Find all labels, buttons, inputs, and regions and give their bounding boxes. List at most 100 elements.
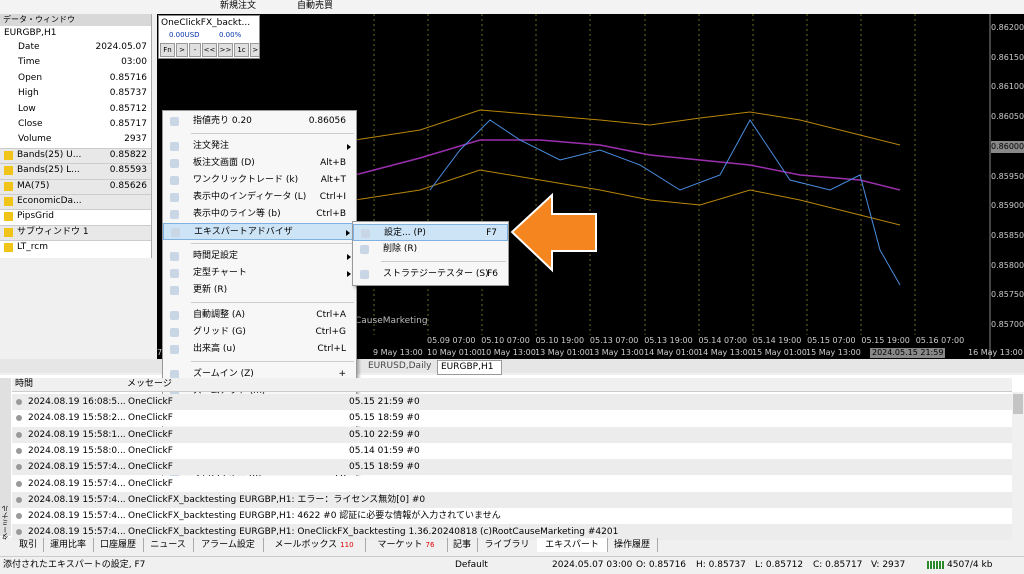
menu-item[interactable]: 定型チャート bbox=[163, 265, 356, 282]
tab-label: ライブラリ bbox=[484, 540, 530, 550]
menu-icon bbox=[360, 270, 369, 279]
terminal-tab[interactable]: エキスパート bbox=[537, 538, 608, 552]
terminal-tab[interactable]: アラーム設定 bbox=[193, 538, 264, 552]
terminal-tab[interactable]: 取引 bbox=[13, 538, 44, 552]
menu-item[interactable]: 出来高 (u) Ctrl+L bbox=[163, 341, 356, 358]
terminal-tab[interactable]: メールボックス 110 bbox=[263, 538, 366, 552]
menu-item[interactable]: ワンクリックトレード (k) Alt+T bbox=[163, 172, 356, 189]
log-time: 2024.08.19 16:08:5... bbox=[28, 397, 126, 407]
menu-label: 表示中のインディケータ (L) bbox=[193, 192, 307, 202]
time-label: 10 May 01:00 bbox=[427, 348, 482, 357]
panel-button[interactable]: >> bbox=[218, 43, 233, 57]
panel-button[interactable]: << bbox=[202, 43, 217, 57]
toolbar-button[interactable]: 自動売買 bbox=[297, 1, 334, 11]
menu-item[interactable]: 時間足設定 bbox=[163, 248, 356, 265]
log-row bbox=[12, 442, 1012, 459]
log-row bbox=[12, 410, 1012, 427]
menu-label: エキスパートアドバイザ bbox=[194, 227, 293, 237]
time-label: 05.15 07:00 bbox=[807, 336, 856, 345]
panel-button[interactable]: Fn bbox=[160, 43, 175, 57]
menu-item[interactable]: 削除 (R) bbox=[353, 241, 508, 258]
menu-item[interactable]: 表示中のインディケータ (L) Ctrl+I bbox=[163, 189, 356, 206]
menu-item[interactable]: ズームイン (Z) + bbox=[163, 366, 356, 383]
menu-label: 出来高 (u) bbox=[193, 344, 236, 354]
log-row bbox=[12, 475, 1012, 492]
menu-item[interactable]: グリッド (G) Ctrl+G bbox=[163, 324, 356, 341]
panel-button[interactable]: >1 bbox=[250, 43, 259, 57]
log-icon bbox=[16, 447, 22, 454]
field-name: Volume bbox=[18, 134, 52, 145]
price-label: 0.86150 bbox=[991, 52, 1024, 62]
status-field: 2024.05.07 03:00 bbox=[552, 560, 633, 570]
object-icon bbox=[4, 212, 13, 222]
panel-button[interactable]: 1c bbox=[234, 43, 249, 57]
indicator-name: MA(75) bbox=[17, 180, 50, 191]
chart-tab[interactable]: EURGBP,H1 bbox=[437, 360, 502, 375]
price-label: 0.85700 bbox=[991, 320, 1024, 329]
menu-icon bbox=[170, 210, 179, 219]
panel-button[interactable]: > bbox=[176, 43, 188, 57]
log-time: 2024.08.19 15:57:4... bbox=[28, 527, 126, 538]
menu-label: 板注文画面 (D) bbox=[193, 158, 255, 168]
toolbar-button[interactable]: 新規注文 bbox=[220, 1, 257, 11]
tab-count: 76 bbox=[425, 541, 435, 549]
log-message-tail: 05.14 01:59 #0 bbox=[349, 445, 420, 456]
tab-label: 運用比率 bbox=[49, 540, 86, 550]
status-field: O: 0.85716 bbox=[636, 560, 687, 570]
indicator-value: 0.85626 bbox=[109, 180, 147, 191]
menu-item[interactable]: 更新 (R) bbox=[163, 282, 356, 299]
status-field: H: 0.85737 bbox=[696, 560, 746, 570]
indicator-icon bbox=[4, 166, 13, 176]
terminal-tab[interactable]: マーケット 76 bbox=[365, 538, 448, 552]
terminal-tab[interactable]: ニュース bbox=[143, 538, 194, 552]
menu-icon bbox=[170, 286, 179, 295]
panel-title: データ・ウィンドウ bbox=[0, 14, 151, 26]
log-icon bbox=[16, 529, 22, 536]
indicator-icon bbox=[4, 181, 13, 191]
tab-label: メールボックス bbox=[274, 540, 338, 550]
menu-separator bbox=[191, 302, 354, 303]
time-label: 05.14 19:00 bbox=[752, 336, 802, 345]
time-label: 15 May 01:00 bbox=[752, 348, 807, 357]
log-icon bbox=[16, 496, 22, 503]
menu-icon bbox=[361, 229, 370, 238]
tab-label: エキスパート bbox=[545, 540, 599, 550]
terminal-tab[interactable]: 運用比率 bbox=[43, 538, 94, 552]
log-message: OneClickFX_backtesting EURGBP,H1: 4622 #… bbox=[128, 511, 501, 522]
menu-separator bbox=[191, 243, 354, 244]
panel-button[interactable]: - bbox=[189, 43, 201, 57]
field-value: 2024.05.07 bbox=[95, 42, 147, 52]
log-message: OneClickFX_backtesting EURGBP,H1: OneCli… bbox=[128, 527, 619, 538]
menu-label: グリッド (G) bbox=[193, 327, 246, 337]
terminal-tab[interactable]: 口座履歴 bbox=[93, 538, 144, 552]
terminal-tab[interactable]: ライブラリ bbox=[477, 538, 538, 552]
log-row bbox=[12, 524, 1012, 541]
terminal-tab[interactable]: 操作履歴 bbox=[607, 538, 658, 552]
menu-shortcut: + bbox=[338, 369, 346, 379]
menu-item[interactable]: ストラテジーテスター (S) F6 bbox=[353, 266, 508, 283]
menu-item[interactable]: 指値売り 0.20 0.86056 bbox=[163, 113, 356, 130]
indicator-row bbox=[0, 147, 151, 164]
menu-icon bbox=[170, 252, 179, 261]
menu-item[interactable]: 表示中のライン等 (b) Ctrl+B bbox=[163, 206, 356, 223]
object-row bbox=[0, 224, 151, 241]
object-name: サブウィンドウ 1 bbox=[17, 226, 89, 237]
terminal-side bbox=[0, 378, 11, 536]
time-label: 05.16 07:00 bbox=[915, 336, 965, 345]
menu-item[interactable]: 自動調整 (A) Ctrl+A bbox=[163, 307, 356, 324]
menu-item[interactable]: エキスパートアドバイザ bbox=[163, 223, 356, 240]
log-message: OneClickF bbox=[128, 478, 173, 489]
menu-item[interactable]: 注文発注 bbox=[163, 138, 356, 155]
menu-item[interactable]: 設定... (P) F7 bbox=[353, 224, 508, 241]
indicator-name: Bands(25) U... bbox=[17, 149, 82, 160]
terminal-tab[interactable]: 記事 bbox=[447, 538, 478, 552]
menu-item[interactable]: 板注文画面 (D) Alt+B bbox=[163, 155, 356, 172]
log-message: OneClickF bbox=[128, 445, 173, 456]
menu-label: 定型チャート bbox=[193, 268, 247, 278]
field-value: 03:00 bbox=[121, 57, 147, 68]
menu-label: 指値売り 0.20 bbox=[193, 116, 252, 126]
menu-icon bbox=[171, 228, 180, 237]
chart-tab[interactable]: EURUSD,Daily bbox=[368, 361, 432, 371]
tab-label: アラーム設定 bbox=[201, 540, 255, 550]
menu-label: 設定... (P) bbox=[384, 228, 426, 238]
